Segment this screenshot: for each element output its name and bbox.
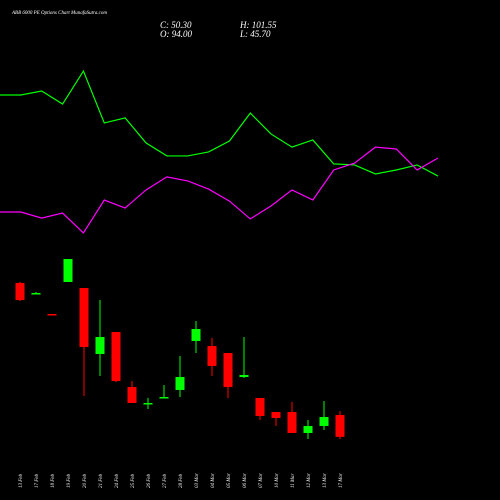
x-tick-label: 06 Mar xyxy=(243,473,248,488)
candle-body xyxy=(271,412,281,418)
candle-body xyxy=(319,417,329,426)
candle-body xyxy=(31,293,41,295)
x-tick-label: 21 Feb xyxy=(99,473,104,488)
x-tick-label: 17 Mar xyxy=(339,473,344,488)
chart-title: ABB 6000 PE Options Chart MunafaSutra.co… xyxy=(11,11,107,16)
open-label: O: 94.00 xyxy=(160,29,192,39)
x-tick-label: 19 Feb xyxy=(67,473,72,488)
x-tick-label: 07 Mar xyxy=(259,473,264,488)
candle-body xyxy=(255,398,265,416)
x-tick-label: 13 Mar xyxy=(323,473,328,488)
high-label: H: 101.55 xyxy=(239,20,277,30)
candle-body xyxy=(111,332,121,381)
candle-body xyxy=(95,337,105,354)
x-tick-label: 13 Feb xyxy=(19,473,24,488)
x-tick-label: 28 Feb xyxy=(179,473,184,488)
candle-body xyxy=(63,259,73,282)
x-tick-label: 26 Feb xyxy=(147,473,152,488)
candle-body xyxy=(191,329,201,341)
candle-body xyxy=(47,314,57,316)
x-tick-label: 24 Feb xyxy=(115,473,120,488)
x-tick-label: 17 Feb xyxy=(35,473,40,488)
low-label: L: 45.70 xyxy=(239,29,271,39)
x-tick-label: 11 Mar xyxy=(291,473,296,488)
candle-body xyxy=(127,387,137,403)
x-tick-label: 27 Feb xyxy=(163,473,168,488)
candle-body xyxy=(159,397,169,399)
candle-body xyxy=(15,283,25,300)
candle-body xyxy=(223,353,233,387)
indicator-line xyxy=(0,146,439,234)
candle-body xyxy=(239,375,249,377)
candle-body xyxy=(287,412,297,433)
candle-body xyxy=(143,403,153,405)
x-tick-label: 10 Mar xyxy=(275,473,280,488)
x-tick-label: 20 Feb xyxy=(83,473,88,488)
candle-body xyxy=(335,415,345,437)
x-tick-label: 25 Feb xyxy=(131,473,136,488)
candle-body xyxy=(303,426,313,433)
candle-body xyxy=(207,346,217,366)
x-tick-label: 05 Mar xyxy=(227,473,232,488)
close-label: C: 50.30 xyxy=(160,20,192,30)
x-tick-label: 18 Feb xyxy=(51,473,56,488)
x-tick-label: 12 Mar xyxy=(307,473,312,488)
indicator-line xyxy=(0,69,439,177)
candle-body xyxy=(175,377,185,390)
x-tick-label: 03 Mar xyxy=(195,473,200,488)
candle-body xyxy=(79,288,89,347)
x-tick-label: 04 Mar xyxy=(211,473,216,488)
